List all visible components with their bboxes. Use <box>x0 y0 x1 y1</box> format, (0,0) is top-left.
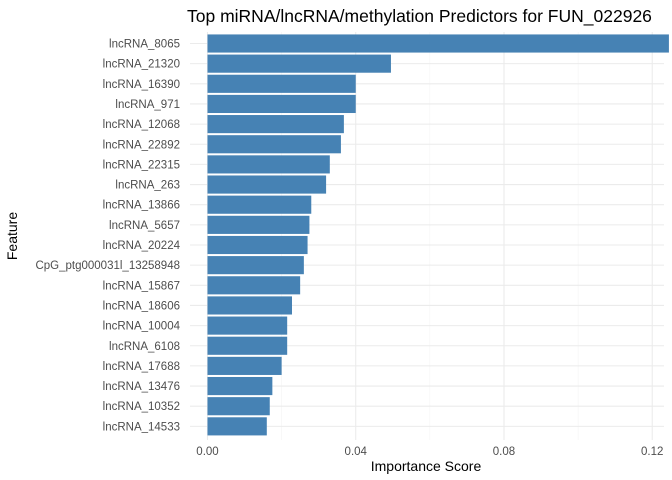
bar <box>207 94 356 114</box>
y-tick-label: lncRNA_8065 <box>109 39 180 51</box>
bar <box>207 256 304 275</box>
bar <box>207 336 288 355</box>
bar <box>207 135 341 154</box>
y-tick-label: lncRNA_16390 <box>103 79 180 91</box>
y-tick-labels: lncRNA_8065 lncRNA_21320 lncRNA_16390 lncRN… <box>35 39 180 434</box>
bar <box>207 34 669 53</box>
y-tick-label: lncRNA_10352 <box>103 401 180 413</box>
y-tick-label: CpG_ptg000031l_13258948 <box>35 260 180 272</box>
y-tick-label: lncRNA_18606 <box>103 300 180 312</box>
bar <box>207 417 267 436</box>
bar <box>207 215 310 234</box>
x-axis-title: Importance Score <box>371 458 482 474</box>
bar <box>207 296 292 315</box>
bar <box>207 397 270 416</box>
bar <box>207 276 301 295</box>
y-tick-label: lncRNA_10004 <box>103 321 181 333</box>
x-tick-label: 0.12 <box>641 446 663 458</box>
y-tick-label: lncRNA_6108 <box>109 341 180 353</box>
bar <box>207 316 288 335</box>
bar <box>207 235 308 255</box>
y-axis-title: Feature <box>4 212 20 260</box>
x-tick-label: 0.08 <box>493 446 515 458</box>
y-tick-label: lncRNA_13476 <box>103 381 180 393</box>
y-tick-label: lncRNA_14533 <box>103 421 180 433</box>
y-tick-label: lncRNA_22315 <box>103 159 180 171</box>
y-tick-label: lncRNA_5657 <box>109 220 180 232</box>
y-tick-label: lncRNA_17688 <box>103 361 180 373</box>
bar <box>207 74 356 93</box>
bar <box>207 54 391 73</box>
y-tick-label: lncRNA_13866 <box>103 200 180 212</box>
y-tick-label: lncRNA_21320 <box>103 59 180 71</box>
bar <box>207 155 330 174</box>
y-tick-label: lncRNA_15867 <box>103 280 180 292</box>
bar <box>207 115 344 134</box>
x-tick-label: 0.04 <box>345 446 368 458</box>
y-tick-label: lncRNA_263 <box>115 180 180 192</box>
y-tick-label: lncRNA_971 <box>115 99 180 111</box>
bar <box>207 356 282 375</box>
bars <box>207 34 669 436</box>
bar <box>207 175 327 194</box>
bar <box>207 195 312 214</box>
x-tick-labels: 0.00 0.04 0.08 0.12 <box>196 446 663 458</box>
y-tick-label: lncRNA_20224 <box>103 240 181 252</box>
bar <box>207 376 273 396</box>
chart-title: Top miRNA/lncRNA/methylation Predictors … <box>187 6 652 27</box>
x-tick-label: 0.00 <box>196 446 218 458</box>
y-tick-label: lncRNA_22892 <box>103 139 180 151</box>
y-tick-label: lncRNA_12068 <box>103 119 180 131</box>
